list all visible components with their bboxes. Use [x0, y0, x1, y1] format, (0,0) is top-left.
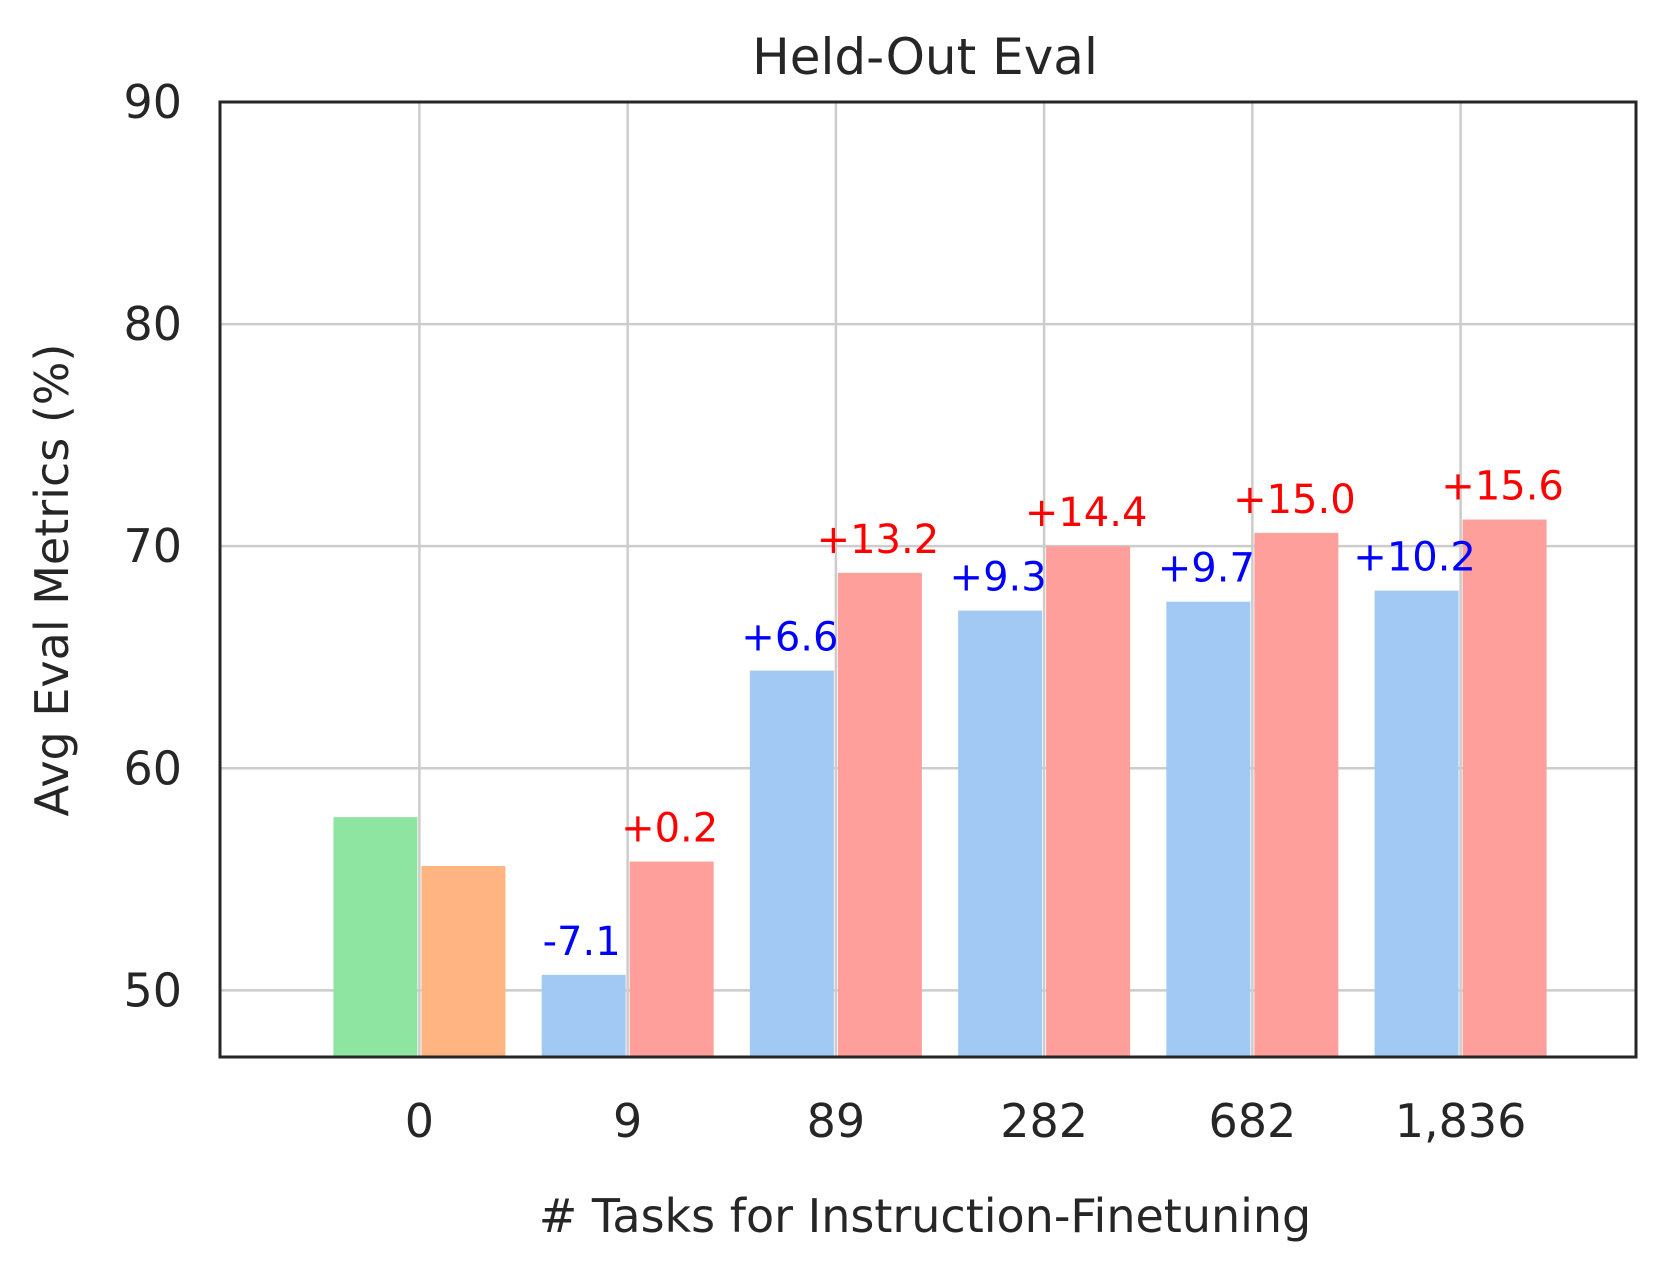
delta-label: +0.2: [621, 806, 718, 852]
delta-annotations: -7.1 +0.2 +6.6 +13.2+9.3 +14.4+9.7 +15.0 +10.2…: [543, 464, 1564, 965]
delta-label: +9.7: [1158, 546, 1255, 592]
delta-label: +13.2: [817, 517, 940, 563]
bar-red-series: [629, 861, 714, 1057]
bar-red-series: [1046, 546, 1131, 1057]
delta-label: +14.4: [1025, 490, 1148, 536]
x-tick-label: 9: [613, 1094, 642, 1148]
delta-label: +9.3: [950, 555, 1047, 601]
bar-blue-series: [1374, 590, 1459, 1057]
y-tick-label: 70: [123, 519, 182, 573]
y-tick-label: 50: [123, 963, 182, 1017]
y-axis-ticks: 50 60 70 80 90: [123, 75, 182, 1017]
bar-baseline-B: [421, 866, 506, 1057]
delta-label: -7.1: [543, 919, 621, 965]
y-tick-label: 90: [123, 75, 182, 129]
bar-blue-series: [749, 670, 834, 1057]
delta-label: +15.0: [1233, 477, 1356, 523]
bar-red-series: [1254, 532, 1339, 1057]
bar-red-series: [837, 572, 922, 1057]
bar-blue-series: [958, 610, 1043, 1057]
bars: [333, 519, 1547, 1057]
y-tick-label: 80: [123, 297, 182, 351]
x-tick-label: 682: [1208, 1094, 1296, 1148]
bar-blue-series: [1166, 601, 1251, 1057]
x-axis-ticks: 0 9 89 282 682 1,836: [405, 1094, 1527, 1148]
plot-frame: [218, 100, 1638, 1059]
x-tick-label: 1,836: [1395, 1094, 1527, 1148]
bar-blue-series: [541, 974, 626, 1057]
x-tick-label: 0: [405, 1094, 434, 1148]
x-tick-label: 282: [1000, 1094, 1088, 1148]
delta-label: +15.6: [1441, 464, 1564, 510]
x-tick-label: 89: [807, 1094, 866, 1148]
bar-red-series: [1462, 519, 1547, 1057]
chart-title: Held-Out Eval: [752, 28, 1098, 86]
bar-baseline-A: [333, 817, 418, 1057]
delta-label: +6.6: [741, 615, 838, 661]
x-axis-label: # Tasks for Instruction-Finetuning: [539, 1189, 1312, 1243]
delta-label: +10.2: [1353, 535, 1476, 581]
y-tick-label: 60: [123, 741, 182, 795]
y-axis-label: Avg Eval Metrics (%): [25, 344, 79, 817]
